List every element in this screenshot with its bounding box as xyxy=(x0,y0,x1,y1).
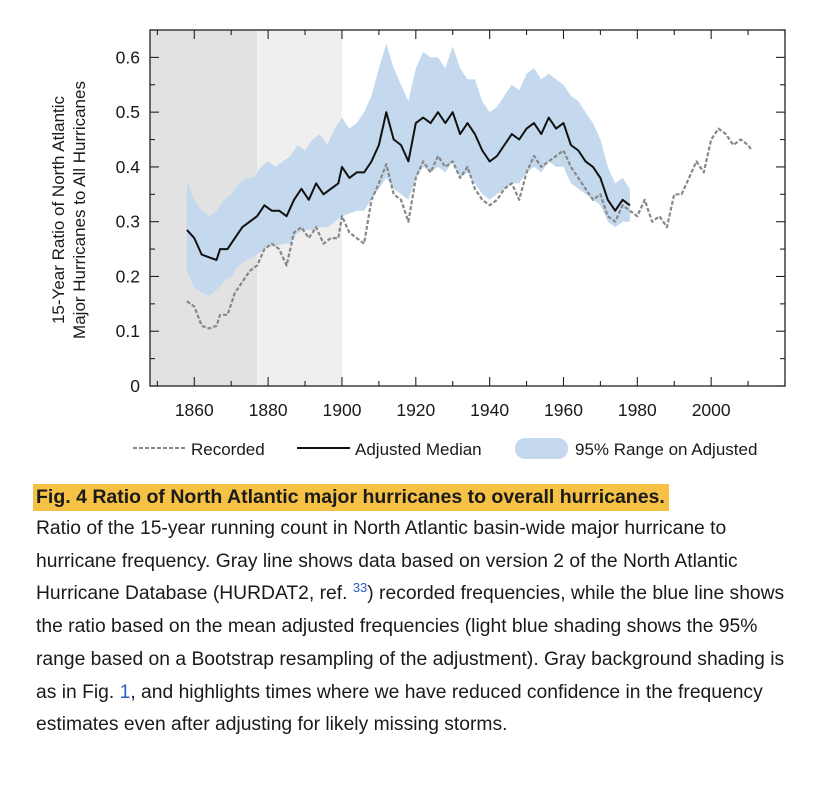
legend-recorded-label: Recorded xyxy=(191,440,265,459)
legend-adjusted-median-label: Adjusted Median xyxy=(355,440,482,459)
y-tick-label: 0.1 xyxy=(116,321,140,341)
figure-link-1[interactable]: 1 xyxy=(119,681,131,703)
y-tick-label: 0.5 xyxy=(116,102,140,122)
y-axis-label-line-1: 15-Year Ratio of North Atlantic xyxy=(49,95,68,324)
y-tick-label: 0.2 xyxy=(116,266,140,286)
x-tick-label: 2000 xyxy=(692,400,731,420)
y-tick-label: 0.4 xyxy=(116,157,141,177)
axes: 1860 1880 1900 1920 1940 1960 1980 2000 0 0.1 0.2 0… xyxy=(116,29,786,420)
y-axis-label-line-2: Major Hurricanes to All Hurricanes xyxy=(70,81,89,339)
x-tick-label: 1960 xyxy=(544,400,583,420)
x-tick-label: 1980 xyxy=(618,400,657,420)
x-tick-label: 1880 xyxy=(249,400,288,420)
recorded-line xyxy=(186,127,753,330)
caption-text-part-1: Ratio of the 15-year running count in No… xyxy=(36,518,738,605)
x-tick-label: 1900 xyxy=(323,400,362,420)
legend: Recorded Adjusted Median 95% Range on Ad… xyxy=(133,438,757,459)
chart: 1860 1880 1900 1920 1940 1960 1980 2000 0 0.1 0.2 0… xyxy=(49,29,786,459)
confidence-band-layer xyxy=(186,43,630,296)
plot-frame xyxy=(149,29,786,387)
x-tick-label: 1860 xyxy=(175,400,214,420)
adjusted-median-line xyxy=(186,111,631,261)
figure-caption-title: Fig. 4 Ratio of North Atlantic major hur… xyxy=(33,484,669,511)
caption-text-part-3: , and highlights times where we have red… xyxy=(36,681,763,736)
legend-range-swatch xyxy=(515,438,568,459)
confidence-band-95 xyxy=(186,43,630,296)
reference-link-33[interactable]: 33 xyxy=(352,580,368,596)
y-tick-label: 0.6 xyxy=(116,47,140,67)
x-tick-label: 1940 xyxy=(470,400,509,420)
figure-caption-body: Ratio of the 15-year running count in No… xyxy=(36,513,796,742)
x-tick-label: 1920 xyxy=(396,400,435,420)
y-tick-label: 0.3 xyxy=(116,212,140,232)
legend-range-label: 95% Range on Adjusted xyxy=(575,440,757,459)
y-tick-label: 0 xyxy=(130,376,140,396)
caption-text-part-2: ) recorded frequencies, while the blue l… xyxy=(36,583,785,703)
series-layer xyxy=(186,111,753,330)
